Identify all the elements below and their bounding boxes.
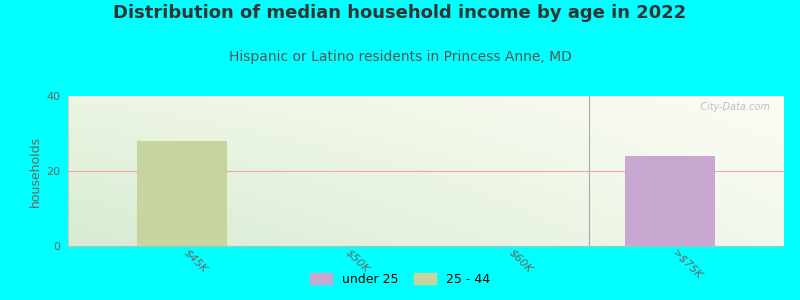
Legend: under 25, 25 - 44: under 25, 25 - 44 xyxy=(305,268,495,291)
Text: Hispanic or Latino residents in Princess Anne, MD: Hispanic or Latino residents in Princess… xyxy=(229,50,571,64)
Text: City-Data.com: City-Data.com xyxy=(694,102,770,112)
Bar xyxy=(626,156,715,246)
Text: Distribution of median household income by age in 2022: Distribution of median household income … xyxy=(114,4,686,22)
Bar xyxy=(137,141,226,246)
Y-axis label: households: households xyxy=(29,135,42,207)
